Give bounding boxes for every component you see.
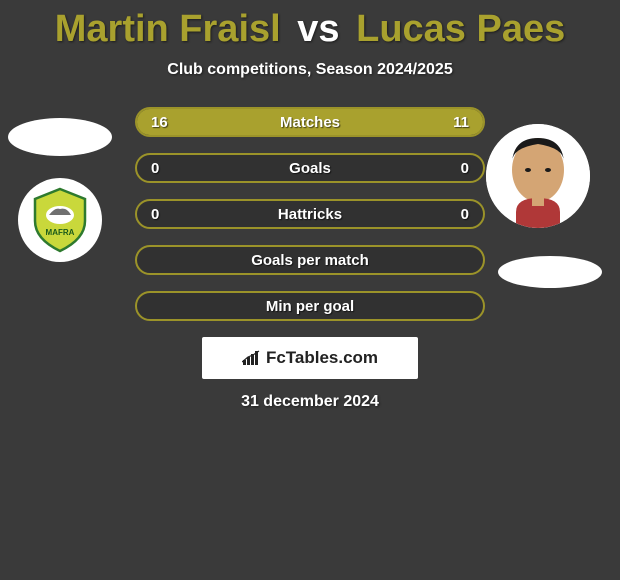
stat-right-value: 0	[461, 160, 469, 177]
stat-right-value: 11	[453, 114, 469, 131]
brand-text: FcTables.com	[266, 348, 378, 368]
date-text: 31 december 2024	[0, 393, 620, 411]
vs-text: vs	[297, 8, 339, 50]
subtitle: Club competitions, Season 2024/2025	[0, 61, 620, 79]
svg-text:MAFRA: MAFRA	[46, 228, 75, 237]
player2-club-badge	[498, 256, 602, 288]
stat-row: 0 Hattricks 0	[135, 199, 485, 229]
avatar-icon	[486, 124, 590, 228]
stat-row: 0 Goals 0	[135, 153, 485, 183]
player2-name: Lucas Paes	[356, 8, 565, 50]
stats-container: 16 Matches 11 0 Goals 0 0 Hattricks 0 Goals per m…	[135, 107, 485, 321]
stat-left-value: 0	[151, 206, 159, 223]
stat-left-value: 0	[151, 160, 159, 177]
stat-row: Goals per match	[135, 245, 485, 275]
brand-badge: FcTables.com	[202, 337, 418, 379]
stat-row: 16 Matches 11	[135, 107, 485, 137]
stat-row: Min per goal	[135, 291, 485, 321]
player1-avatar	[8, 118, 112, 156]
player2-avatar	[486, 124, 590, 228]
stat-label: Min per goal	[266, 298, 354, 315]
stat-label: Goals	[289, 160, 331, 177]
stat-right-value: 0	[461, 206, 469, 223]
comparison-title: Martin Fraisl vs Lucas Paes	[0, 0, 620, 51]
player1-name: Martin Fraisl	[55, 8, 281, 50]
stat-label: Goals per match	[251, 252, 369, 269]
stat-label: Matches	[280, 114, 340, 131]
player1-club-badge: MAFRA	[18, 178, 102, 262]
club-shield-icon: MAFRA	[25, 185, 95, 255]
stat-left-value: 16	[151, 114, 168, 131]
stat-label: Hattricks	[278, 206, 342, 223]
chart-icon	[242, 350, 262, 366]
